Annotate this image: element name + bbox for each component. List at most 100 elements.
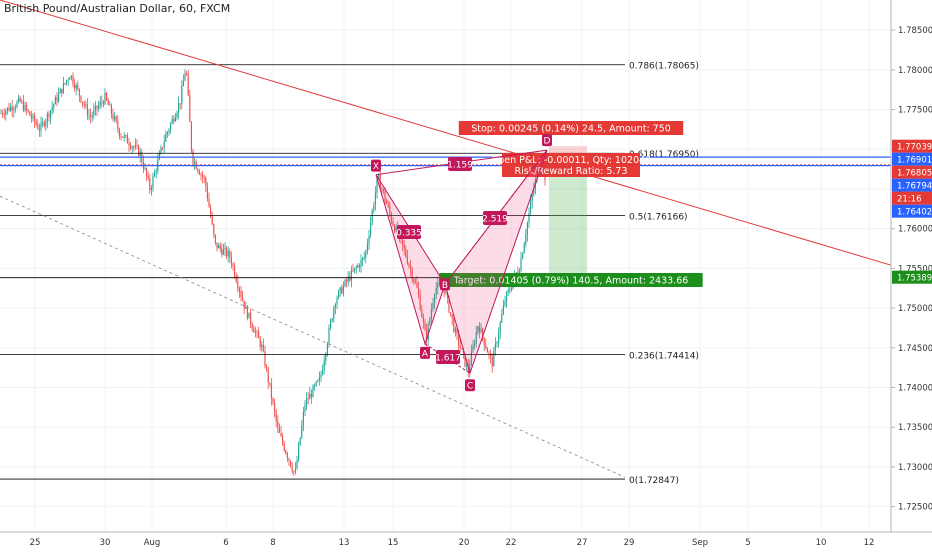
candle-body <box>259 338 261 348</box>
candle-body <box>478 326 480 333</box>
candle-body <box>504 301 506 306</box>
candle-body <box>288 458 290 461</box>
x-tick-label-7: 20 <box>459 538 470 548</box>
candle-body <box>274 402 276 412</box>
pattern-point-B-bg <box>440 278 450 291</box>
candle-body <box>102 102 104 105</box>
candle-body <box>189 95 191 123</box>
candle-body <box>147 176 149 179</box>
candle-body <box>325 353 327 361</box>
price-badge-2: 1.76805 <box>897 169 932 179</box>
candle-body <box>510 288 512 290</box>
candle-body <box>270 384 272 399</box>
candle-body <box>184 73 186 81</box>
candle-body <box>107 99 109 106</box>
candle-body <box>363 257 365 259</box>
price-badge-bg-0 <box>892 139 932 153</box>
candle-body <box>218 245 220 249</box>
pattern-bd <box>444 149 548 285</box>
candle-body <box>27 109 29 112</box>
pattern-point-C-bg <box>465 379 475 392</box>
candle-body <box>414 281 416 283</box>
pattern-point-B: B <box>442 281 448 291</box>
x-tick-label-10: 29 <box>624 538 635 548</box>
candle-body <box>213 224 215 235</box>
candle-body <box>530 201 532 213</box>
price-badge-bg-1 <box>892 152 932 166</box>
candle-body <box>206 186 208 199</box>
candle-body <box>445 292 447 294</box>
candle-body <box>454 328 456 332</box>
candle-body <box>211 216 213 225</box>
candle-body <box>170 123 172 130</box>
candle-body <box>486 348 488 353</box>
candle-body <box>322 369 324 375</box>
candle-body <box>136 144 138 147</box>
candle-body <box>402 238 404 245</box>
candle-body <box>406 256 408 264</box>
candle-body <box>310 393 312 398</box>
candle-body <box>69 77 71 80</box>
candle-body <box>502 305 504 315</box>
candle-body <box>357 265 359 268</box>
candle-body <box>264 350 266 367</box>
x-tick-label-4: 8 <box>270 538 275 548</box>
candle-body <box>286 453 288 459</box>
candle-body <box>200 174 202 176</box>
candle-body <box>422 317 424 323</box>
y-tick-label-9: 1.74000 <box>898 383 932 393</box>
candle-body <box>178 103 180 113</box>
candle-body <box>190 122 192 151</box>
candle-body <box>106 92 108 100</box>
candle-body <box>336 298 338 305</box>
candle-body <box>434 295 436 304</box>
candle-body <box>5 110 7 116</box>
candle-body <box>522 253 524 259</box>
candle-body <box>368 235 370 244</box>
candle-body <box>13 108 15 111</box>
candle-body <box>344 280 346 287</box>
candle-body <box>42 122 44 124</box>
candle-body <box>216 242 218 249</box>
candle-body <box>235 276 237 282</box>
candle-body <box>371 210 373 223</box>
candle-body <box>250 312 252 324</box>
candle-body <box>179 103 181 105</box>
x-tick-label-5: 13 <box>339 538 350 548</box>
candle-body <box>459 345 461 349</box>
candle-body <box>214 234 216 243</box>
x-tick-label-12: 5 <box>745 538 750 548</box>
candle-body <box>374 192 376 206</box>
pattern-point-A-bg <box>420 346 430 359</box>
candle-body <box>203 177 205 178</box>
candle-body <box>483 337 485 346</box>
candle-body <box>493 350 495 367</box>
candle-body <box>90 115 92 118</box>
candle-body <box>82 101 84 104</box>
candle-body <box>205 177 207 187</box>
fib-label-1: 0.618(1.76950) <box>629 150 699 160</box>
candle-body <box>362 257 364 260</box>
candle-body <box>37 124 39 129</box>
candle-body <box>309 393 311 400</box>
candle-body <box>248 312 250 319</box>
candle-body <box>485 345 487 349</box>
y-tick-label-1: 1.78000 <box>898 66 932 76</box>
price-badge-0: 1.77039 <box>897 143 932 153</box>
candle-body <box>405 248 407 257</box>
candle-body <box>138 146 140 156</box>
candle-body <box>96 105 98 109</box>
candle-body <box>349 276 351 281</box>
candle-body <box>526 222 528 235</box>
price-badge-4: 21:16 <box>897 195 922 205</box>
price-badge-3: 1.76794 <box>897 182 932 192</box>
candle-body <box>499 322 501 334</box>
candle-body <box>437 282 439 288</box>
candle-body <box>533 189 535 195</box>
candle-body <box>59 88 61 94</box>
candle-body <box>144 168 146 170</box>
ratio-bg-2 <box>436 350 460 364</box>
candle-body <box>293 471 295 473</box>
candle-body <box>386 200 388 205</box>
